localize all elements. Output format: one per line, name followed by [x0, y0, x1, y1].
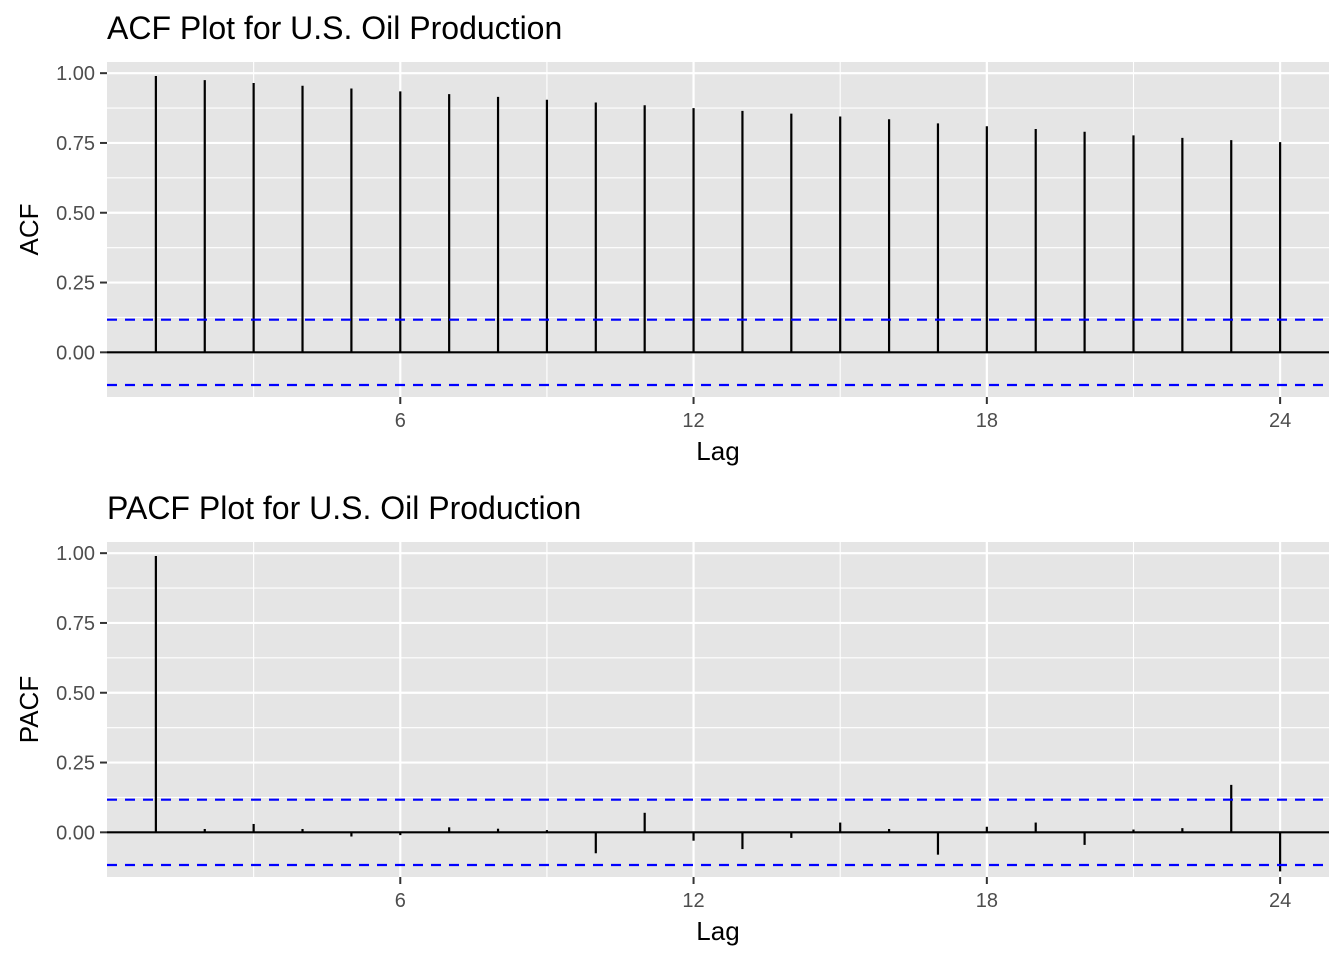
pacf-chart: PACF Plot for U.S. Oil Production 0.000.… — [14, 490, 1329, 946]
pacf-y-tick-label: 0.00 — [56, 822, 95, 844]
acf-x-tick-label: 6 — [395, 410, 406, 432]
pacf-x-tick-label: 24 — [1269, 890, 1291, 912]
acf-panel-background — [107, 62, 1329, 397]
acf-chart: ACF Plot for U.S. Oil Production 0.00 0.2… — [14, 10, 1329, 466]
pacf-panel-background — [107, 542, 1329, 877]
acf-y-tick-label: 1.00 — [56, 63, 95, 85]
acf-stems — [154, 75, 1282, 353]
acf-y-axis-title: ACF — [14, 204, 44, 256]
acf-y-tick-label: 0.25 — [56, 273, 95, 295]
pacf-y-axis: 0.00 0.25 0.50 0.75 1.00 — [56, 543, 107, 844]
pacf-x-tick-label: 18 — [976, 890, 998, 912]
pacf-reference-lines — [107, 798, 1329, 867]
pacf-y-tick-label: 1.00 — [56, 543, 95, 565]
acf-y-tick-label: 0.00 — [56, 342, 95, 364]
acf-chart-title: ACF Plot for U.S. Oil Production — [107, 10, 562, 46]
pacf-x-axis: 6 12 18 24 — [395, 877, 1291, 912]
pacf-y-tick-label: 0.50 — [56, 683, 95, 705]
pacf-y-axis-title: PACF — [14, 676, 44, 743]
pacf-y-tick-label: 0.75 — [56, 613, 95, 635]
pacf-x-tick-label: 12 — [682, 890, 704, 912]
pacf-chart-title: PACF Plot for U.S. Oil Production — [107, 490, 581, 526]
acf-reference-lines — [107, 318, 1329, 387]
acf-y-tick-label: 0.75 — [56, 133, 95, 155]
pacf-x-axis-title: Lag — [696, 916, 739, 946]
pacf-x-tick-label: 6 — [395, 890, 406, 912]
acf-x-tick-label: 24 — [1269, 410, 1291, 432]
acf-x-axis: 6 12 18 24 — [395, 397, 1291, 432]
acf-x-axis-title: Lag — [696, 436, 739, 466]
pacf-y-tick-label: 0.25 — [56, 753, 95, 775]
acf-y-axis: 0.00 0.25 0.50 0.75 1.00 — [56, 63, 107, 364]
acf-y-tick-label: 0.50 — [56, 203, 95, 225]
acf-x-tick-label: 12 — [682, 410, 704, 432]
acf-x-tick-label: 18 — [976, 410, 998, 432]
